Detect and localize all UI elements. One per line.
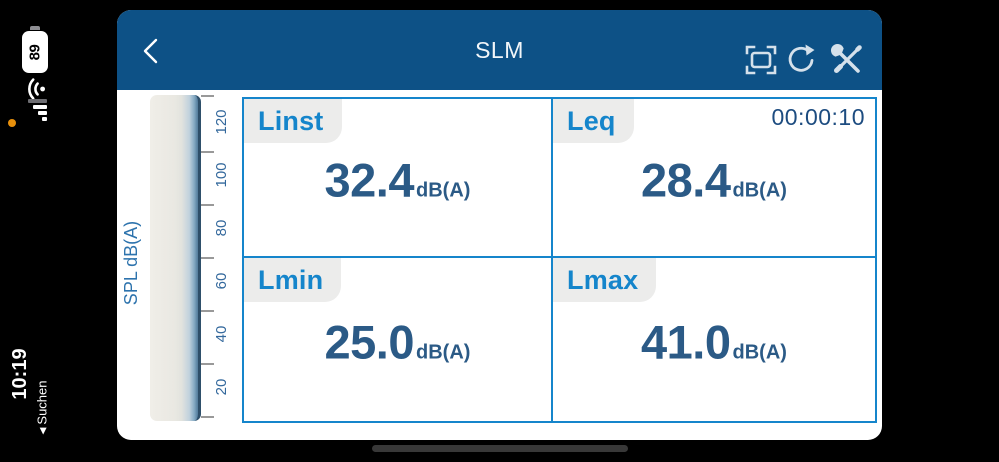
battery-percent: 89 [26,44,44,60]
cellular-signal-icon [22,96,48,122]
measurement-label: Lmax [567,264,639,295]
battery-nub [30,26,40,30]
measurement-label: Leq [567,105,616,136]
back-triangle-icon: ◀ [37,427,48,435]
back-button[interactable] [137,36,167,66]
chevron-left-icon [137,38,167,70]
measurement-unit: dB(A) [732,341,787,364]
measurement-tab: Linst [244,99,342,143]
fullscreen-button[interactable] [744,43,778,77]
measurement-tab: Lmax [553,258,657,302]
axis-tick [201,363,214,365]
app-header: SLM [117,10,882,90]
page-title: SLM [475,37,524,63]
measurement-cell-linst: Linst 32.4 dB(A) [244,99,553,258]
wifi-icon [24,75,46,103]
measurement-value: 28.4 [641,153,731,207]
back-app-label: Suchen [34,380,50,425]
measurement-value: 32.4 [324,153,415,207]
measurement-cell-lmax: Lmax 41.0 dB(A) [553,258,875,421]
axis-tick-label: 60 [213,272,230,290]
measurement-unit: dB(A) [416,179,471,202]
measurement-cell-lmin: Lmin 25.0 dB(A) [244,258,553,421]
status-clock: 10:19 [9,348,31,400]
measurement-unit: dB(A) [416,341,471,364]
axis-tick-label: 40 [213,325,230,343]
elapsed-timer: 00:00:10 [771,104,865,130]
axis-tick [201,204,214,206]
meter-axis-label: SPL dB(A) [121,220,141,306]
axis-tick-label: 100 [213,162,230,188]
microphone-active-indicator [8,119,16,127]
axis-tick [201,416,214,418]
back-to-app-link[interactable]: ◀ Suchen [35,371,50,445]
measurement-cell-leq: Leq 00:00:10 28.4 dB(A) [553,99,875,258]
spl-level-bar [150,95,201,421]
axis-tick [201,151,214,153]
axis-tick-label: 120 [213,109,230,135]
measurement-value: 25.0 [324,315,415,369]
measurement-grid: Linst 32.4 dB(A) Leq 00:00:10 28.4 dB(A)… [242,97,877,423]
measurement-label: Linst [258,105,324,136]
home-indicator[interactable] [372,445,628,452]
battery-body: 89 [22,31,48,73]
axis-tick-label: 80 [213,219,230,237]
axis-tick [201,310,214,312]
axis-tick [201,257,214,259]
tools-icon [830,44,864,81]
refresh-icon [785,44,817,81]
measurement-tab: Leq [553,99,634,143]
battery-indicator: 89 [22,26,48,74]
measurement-value: 41.0 [641,315,731,369]
tools-button[interactable] [830,43,864,77]
axis-tick-label: 20 [213,378,230,396]
measurement-tab: Lmin [244,258,342,302]
axis-tick [201,95,214,97]
measurement-label: Lmin [258,264,324,295]
measurement-unit: dB(A) [732,179,787,202]
refresh-button[interactable] [785,43,819,77]
fullscreen-icon [744,45,778,81]
